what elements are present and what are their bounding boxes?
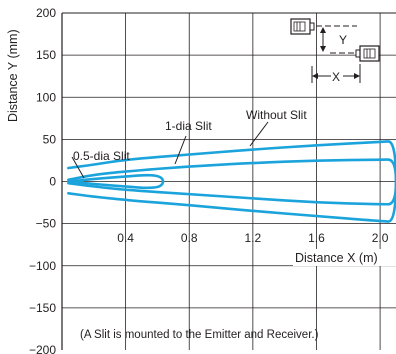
inset-y-arrow-head-down (320, 46, 326, 52)
inset-diagram: Y X (290, 18, 380, 84)
y-tick-label-5: −50 (36, 217, 57, 231)
inset-y-arrow-head-up (320, 27, 326, 33)
y-tick-label-1: 150 (36, 48, 56, 62)
y-tick-label-0: 200 (36, 6, 56, 20)
grid (62, 13, 396, 350)
inset-x-label: X (332, 70, 340, 84)
inset-y-label: Y (339, 33, 347, 47)
leader-half-slit (71, 156, 85, 179)
inset-x-arrow-head-right (354, 73, 360, 79)
axes (61, 12, 396, 350)
label-half-slit: 0.5-dia Slit (73, 149, 130, 163)
y-tick-label-7: −150 (29, 301, 56, 315)
series-line-0-5-dia-slit (67, 173, 165, 190)
x-tick-label-3: 1.6 (308, 231, 325, 245)
inset-x-arrow-head-left (312, 73, 318, 79)
x-tick-label-4: 2.0 (372, 231, 389, 245)
y-tick-label-4: 0 (49, 175, 56, 189)
y-tick-label-2: 100 (36, 90, 56, 104)
label-one-slit: 1-dia Slit (165, 119, 212, 133)
x-tick-label-0: 0.4 (117, 231, 134, 245)
y-tick-label-8: −200 (29, 343, 56, 354)
mounting-note: (A Slit is mounted to the Emitter and Re… (80, 329, 319, 341)
emitter-icon (290, 18, 315, 35)
label-without-slit: Without Slit (246, 108, 307, 122)
y-axis-label: Distance Y (mm) (6, 29, 20, 122)
receiver-icon (355, 45, 380, 62)
tick-labels: 0.4 0.8 1.2 1.6 2.0 200 150 100 50 0 −50 −100 −150 −2… (29, 6, 389, 354)
series-line-without-slit (67, 140, 396, 223)
series-lines (67, 140, 396, 223)
y-tick-label-3: 50 (43, 132, 57, 146)
y-tick-label-6: −100 (29, 259, 56, 273)
series-line-1-dia-slit (67, 158, 396, 206)
x-axis-label: Distance X (m) (295, 251, 378, 265)
leader-without-slit (249, 121, 269, 147)
inset-x-label-bg (331, 68, 343, 83)
x-tick-label-2: 1.2 (245, 231, 262, 245)
x-tick-label-1: 0.8 (181, 231, 198, 245)
annotations: 0.5-dia Slit 1-dia Slit Without Slit (A … (71, 108, 319, 341)
x-axis-label-bg (293, 249, 396, 266)
leader-one-slit (174, 135, 187, 165)
